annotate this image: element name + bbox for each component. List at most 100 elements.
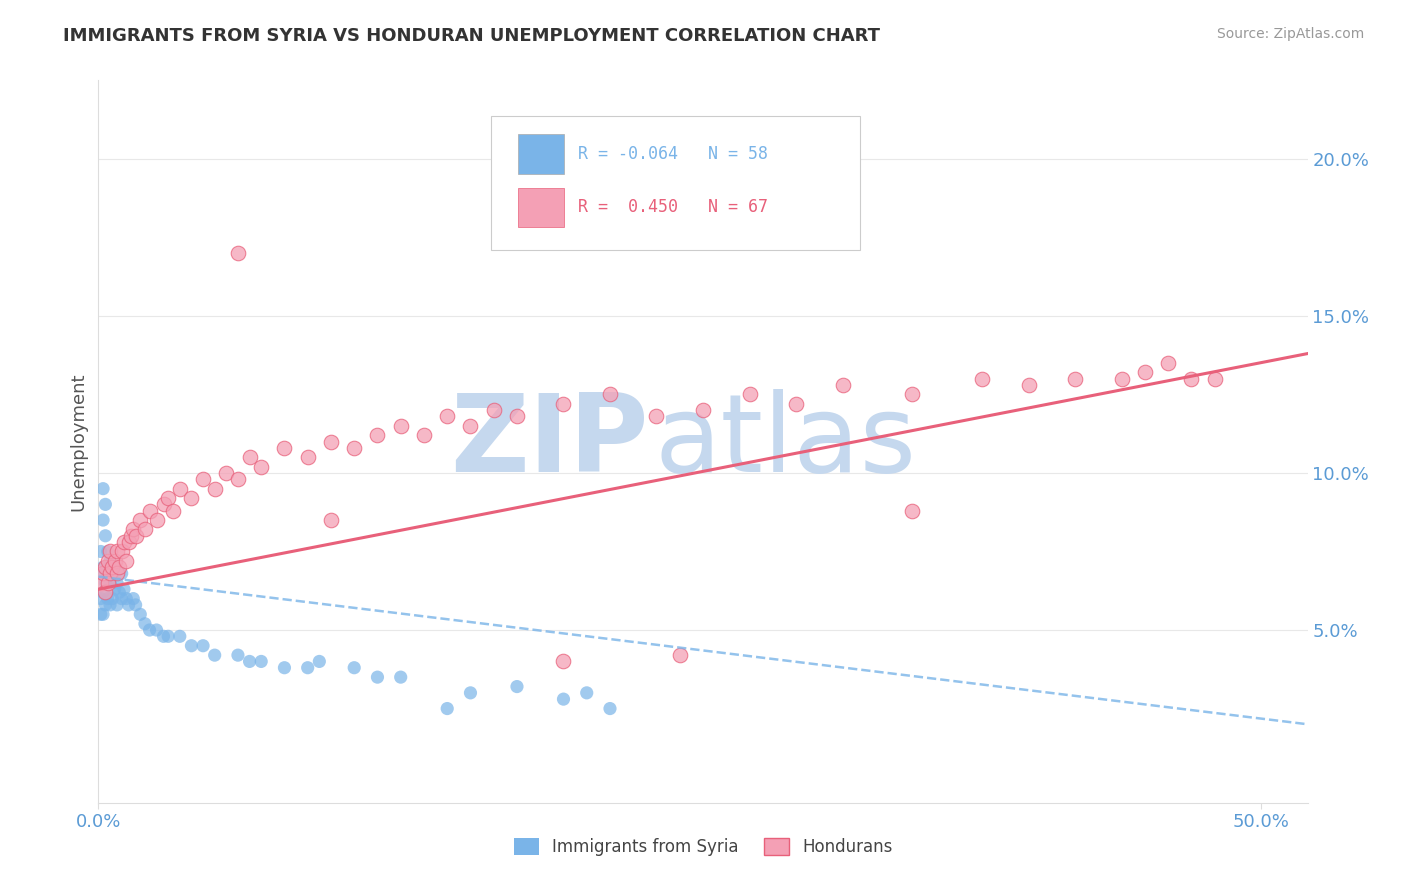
Point xyxy=(91,513,114,527)
Point xyxy=(738,387,761,401)
Point xyxy=(319,513,342,527)
Point xyxy=(112,582,135,597)
Point xyxy=(366,670,388,684)
Point xyxy=(204,648,226,662)
Point xyxy=(1111,372,1133,386)
Point xyxy=(98,575,121,590)
Point xyxy=(901,387,924,401)
Point xyxy=(250,459,273,474)
Point xyxy=(226,648,249,662)
Point xyxy=(97,544,120,558)
Point xyxy=(645,409,668,424)
Point xyxy=(104,560,127,574)
Point xyxy=(436,701,458,715)
Point xyxy=(134,616,156,631)
Point xyxy=(94,560,117,574)
Point xyxy=(553,692,575,706)
Point xyxy=(506,409,529,424)
Point xyxy=(343,661,366,675)
Point xyxy=(98,598,121,612)
FancyBboxPatch shape xyxy=(517,134,564,174)
Point xyxy=(553,655,575,669)
Point xyxy=(1064,372,1087,386)
FancyBboxPatch shape xyxy=(517,187,564,227)
Point xyxy=(94,575,117,590)
Point xyxy=(111,591,134,606)
Point xyxy=(105,575,128,590)
Point xyxy=(152,497,174,511)
Point xyxy=(108,585,131,599)
Point xyxy=(191,472,214,486)
Point xyxy=(97,566,120,581)
Point xyxy=(90,544,112,558)
Point xyxy=(118,535,141,549)
Point xyxy=(98,554,121,568)
Point xyxy=(108,560,131,574)
Point xyxy=(273,661,295,675)
Point xyxy=(482,403,505,417)
Point xyxy=(226,472,249,486)
Point xyxy=(297,450,319,465)
Point xyxy=(138,623,160,637)
FancyBboxPatch shape xyxy=(492,117,860,250)
Point xyxy=(239,655,262,669)
Point xyxy=(129,607,152,622)
Point xyxy=(98,544,121,558)
Point xyxy=(111,544,134,558)
Text: IMMIGRANTS FROM SYRIA VS HONDURAN UNEMPLOYMENT CORRELATION CHART: IMMIGRANTS FROM SYRIA VS HONDURAN UNEMPL… xyxy=(63,27,880,45)
Point xyxy=(124,529,146,543)
Point xyxy=(1180,372,1202,386)
Point xyxy=(169,629,191,643)
Point xyxy=(94,529,117,543)
Point xyxy=(124,598,146,612)
Point xyxy=(90,607,112,622)
Point xyxy=(692,403,714,417)
Point xyxy=(115,591,138,606)
Point xyxy=(239,450,262,465)
Point xyxy=(180,491,202,505)
Point xyxy=(97,554,120,568)
Point xyxy=(145,513,167,527)
Text: R =  0.450   N = 67: R = 0.450 N = 67 xyxy=(578,199,769,217)
Point xyxy=(91,482,114,496)
Point xyxy=(169,482,191,496)
Point xyxy=(94,598,117,612)
Point xyxy=(90,575,112,590)
Point xyxy=(1204,372,1226,386)
Text: Source: ZipAtlas.com: Source: ZipAtlas.com xyxy=(1216,27,1364,41)
Point xyxy=(226,246,249,260)
Point xyxy=(104,554,127,568)
Point xyxy=(1018,378,1040,392)
Point xyxy=(215,466,238,480)
Point xyxy=(297,661,319,675)
Point xyxy=(389,670,412,684)
Point xyxy=(91,560,114,574)
Point xyxy=(112,535,135,549)
Point xyxy=(118,598,141,612)
Point xyxy=(319,434,342,449)
Point xyxy=(129,513,152,527)
Point xyxy=(436,409,458,424)
Y-axis label: Unemployment: Unemployment xyxy=(69,372,87,511)
Point xyxy=(105,566,128,581)
Point xyxy=(134,523,156,537)
Text: atlas: atlas xyxy=(655,389,917,494)
Point xyxy=(90,591,112,606)
Point xyxy=(180,639,202,653)
Point xyxy=(250,655,273,669)
Point xyxy=(91,607,114,622)
Point xyxy=(553,397,575,411)
Point xyxy=(101,566,124,581)
Point xyxy=(308,655,330,669)
Point xyxy=(120,529,142,543)
Point xyxy=(138,503,160,517)
Point xyxy=(1133,366,1156,380)
Point xyxy=(111,566,134,581)
Point xyxy=(152,629,174,643)
Point xyxy=(122,523,145,537)
Point xyxy=(191,639,214,653)
Point xyxy=(101,560,124,574)
Point xyxy=(599,701,621,715)
Point xyxy=(97,591,120,606)
Point xyxy=(94,585,117,599)
